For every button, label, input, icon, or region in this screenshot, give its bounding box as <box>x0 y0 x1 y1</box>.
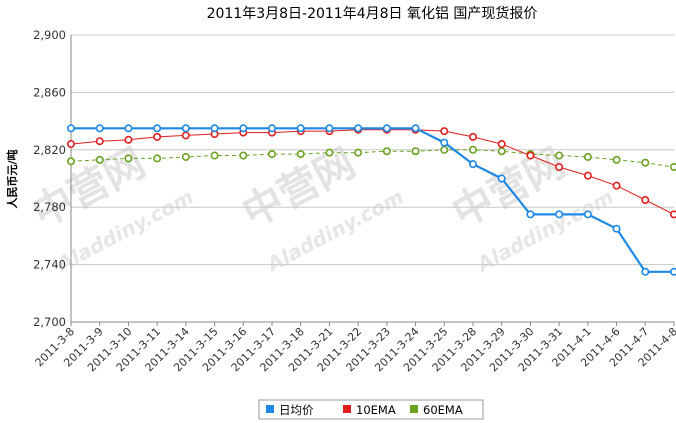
grid <box>71 34 674 323</box>
data-point-daily-avg[interactable] <box>468 160 477 169</box>
data-point-ema60[interactable] <box>153 154 162 163</box>
data-point-ema10[interactable] <box>497 140 506 149</box>
data-point-ema60[interactable] <box>641 158 650 167</box>
data-point-ema60[interactable] <box>411 147 420 156</box>
data-point-daily-avg[interactable] <box>95 124 104 133</box>
data-point-ema10[interactable] <box>612 181 621 190</box>
y-axis-label: 人民币元/吨 <box>5 149 19 208</box>
data-point-daily-avg[interactable] <box>583 210 592 219</box>
watermark-layer: 中营网 Aladdiny.com 中营网 Aladdiny.com 中营网 Al… <box>25 140 617 277</box>
data-point-ema60[interactable] <box>612 155 621 164</box>
series-daily-avg <box>67 124 676 276</box>
data-point-ema60[interactable] <box>555 151 564 160</box>
data-point-daily-avg[interactable] <box>411 124 420 133</box>
data-point-ema60[interactable] <box>239 151 248 160</box>
data-point-daily-avg[interactable] <box>67 124 76 133</box>
data-point-ema60[interactable] <box>267 150 276 159</box>
y-ticks: 2,700 2,740 2,780 2,820 2,860 2,900 <box>33 28 66 329</box>
chart-title: 2011年3月8日-2011年4月8日 氧化铝 国产现货报价 <box>207 5 538 22</box>
y-tick-label: 2,780 <box>33 200 66 214</box>
legend-swatch-60ema <box>410 405 418 413</box>
legend-label-avg[interactable]: 日均价 <box>279 403 314 417</box>
y-tick-label: 2,900 <box>33 28 66 42</box>
data-point-ema60[interactable] <box>296 150 305 159</box>
data-point-ema60[interactable] <box>95 155 104 164</box>
data-point-ema60[interactable] <box>583 152 592 161</box>
data-point-ema10[interactable] <box>641 196 650 205</box>
legend-swatch-avg <box>266 405 274 413</box>
data-point-ema60[interactable] <box>497 147 506 156</box>
y-tick-label: 2,740 <box>33 258 66 272</box>
data-point-ema60[interactable] <box>210 151 219 160</box>
data-point-ema60[interactable] <box>354 148 363 157</box>
data-point-daily-avg[interactable] <box>440 138 449 147</box>
data-point-ema10[interactable] <box>95 137 104 146</box>
data-point-ema10[interactable] <box>440 127 449 136</box>
data-point-ema60[interactable] <box>325 148 334 157</box>
data-point-ema60[interactable] <box>440 145 449 154</box>
data-point-ema10[interactable] <box>67 140 76 149</box>
y-tick-label: 2,860 <box>33 85 66 99</box>
series-line-daily-avg <box>71 127 674 273</box>
y-tick-label: 2,700 <box>33 315 66 329</box>
data-point-daily-avg[interactable] <box>181 124 190 133</box>
data-point-ema10[interactable] <box>153 132 162 141</box>
legend-swatch-10ema <box>343 405 351 413</box>
data-point-ema60[interactable] <box>382 147 391 156</box>
data-point-daily-avg[interactable] <box>382 124 391 133</box>
data-point-ema60[interactable] <box>67 157 76 166</box>
legend-label-10ema[interactable]: 10EMA <box>356 403 396 417</box>
data-point-daily-avg[interactable] <box>612 224 621 233</box>
data-point-daily-avg[interactable] <box>497 174 506 183</box>
data-point-daily-avg[interactable] <box>210 124 219 133</box>
data-point-daily-avg[interactable] <box>555 210 564 219</box>
data-point-daily-avg[interactable] <box>296 124 305 133</box>
legend-label-60ema[interactable]: 60EMA <box>423 403 463 417</box>
data-point-daily-avg[interactable] <box>239 124 248 133</box>
data-point-ema10[interactable] <box>583 171 592 180</box>
data-point-ema10[interactable] <box>468 132 477 141</box>
series-layer <box>67 124 676 276</box>
y-tick-label: 2,820 <box>33 143 66 157</box>
data-point-daily-avg[interactable] <box>526 210 535 219</box>
data-point-daily-avg[interactable] <box>354 124 363 133</box>
legend: 日均价 10EMA 60EMA <box>258 399 484 420</box>
data-point-daily-avg[interactable] <box>641 267 650 276</box>
data-point-ema60[interactable] <box>670 163 676 172</box>
series-line-ema60 <box>70 149 675 168</box>
x-ticks: 2011-3-82011-3-92011-3-102011-3-112011-3… <box>33 322 676 374</box>
data-point-daily-avg[interactable] <box>153 124 162 133</box>
series-ema60 <box>67 145 676 172</box>
data-point-ema60[interactable] <box>468 145 477 154</box>
data-point-daily-avg[interactable] <box>670 267 676 276</box>
data-point-daily-avg[interactable] <box>124 124 133 133</box>
data-point-daily-avg[interactable] <box>267 124 276 133</box>
data-point-ema10[interactable] <box>526 151 535 160</box>
data-point-ema10[interactable] <box>555 163 564 172</box>
data-point-ema10[interactable] <box>670 210 676 219</box>
data-point-ema10[interactable] <box>124 135 133 144</box>
data-point-ema10[interactable] <box>181 131 190 140</box>
data-point-ema60[interactable] <box>181 152 190 161</box>
legend-box <box>258 399 484 420</box>
data-point-daily-avg[interactable] <box>325 124 334 133</box>
data-point-ema60[interactable] <box>124 154 133 163</box>
axes <box>70 35 674 323</box>
series-line-ema10 <box>70 129 675 215</box>
